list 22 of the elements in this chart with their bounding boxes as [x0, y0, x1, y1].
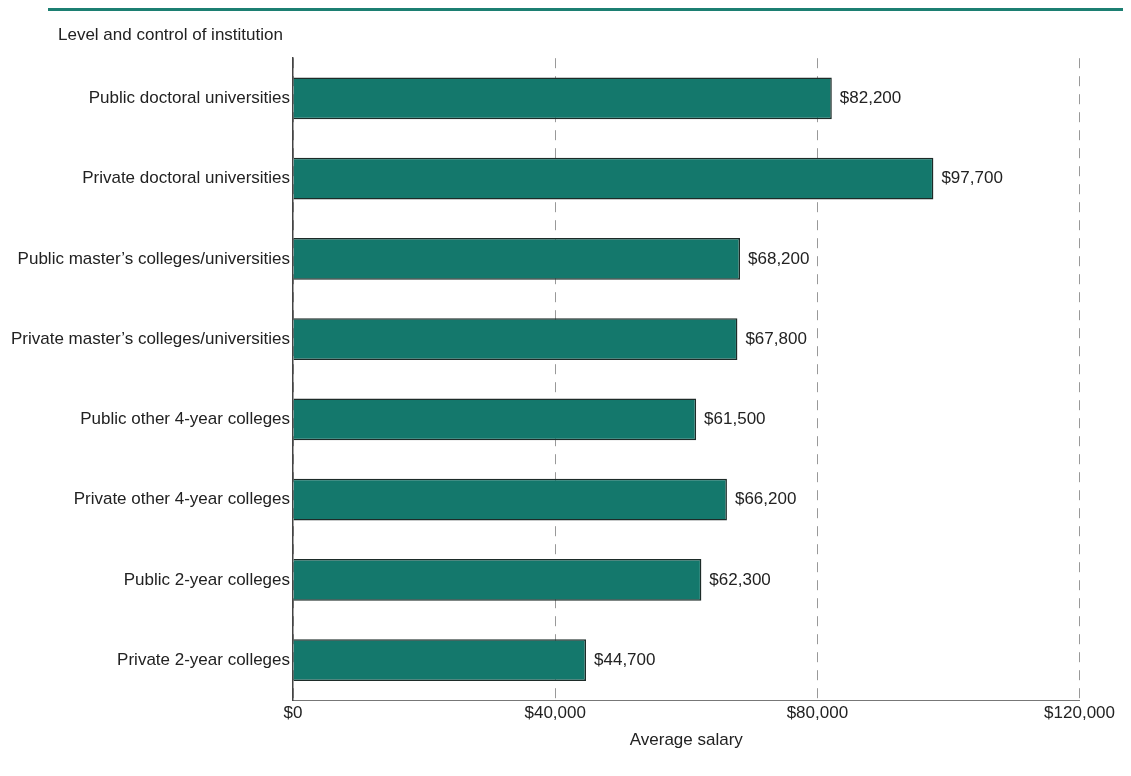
data-label: $82,200: [839, 88, 902, 108]
data-label: $67,800: [745, 328, 807, 348]
y-tick-label: Private 2-year colleges: [117, 649, 291, 669]
data-label: $68,200: [748, 248, 810, 268]
data-label: $61,500: [704, 409, 766, 429]
y-tick-label: Public master’s colleges/universities: [17, 248, 291, 268]
y-tick-label: Public doctoral universities: [88, 88, 291, 108]
y-axis-title: Level and control of institution: [57, 24, 284, 45]
data-label: $44,700: [594, 649, 656, 669]
y-tick-label: Public 2-year colleges: [123, 569, 291, 589]
y-tick-label: Public other 4-year colleges: [80, 409, 291, 429]
x-tick-label: $0: [283, 703, 303, 723]
data-label: $66,200: [734, 489, 797, 509]
y-tick-label: Private master’s colleges/universities: [10, 328, 291, 348]
y-tick-label: Private other 4-year colleges: [73, 489, 291, 509]
x-axis-title: Average salary: [629, 730, 744, 750]
x-tick-label: $40,000: [524, 703, 586, 723]
x-tick-label: $80,000: [786, 703, 849, 723]
y-tick-label: Private doctoral universities: [82, 168, 291, 188]
data-label: $62,300: [709, 569, 771, 589]
data-label: $97,700: [941, 168, 1003, 188]
x-tick-label: $120,000: [1044, 703, 1115, 723]
